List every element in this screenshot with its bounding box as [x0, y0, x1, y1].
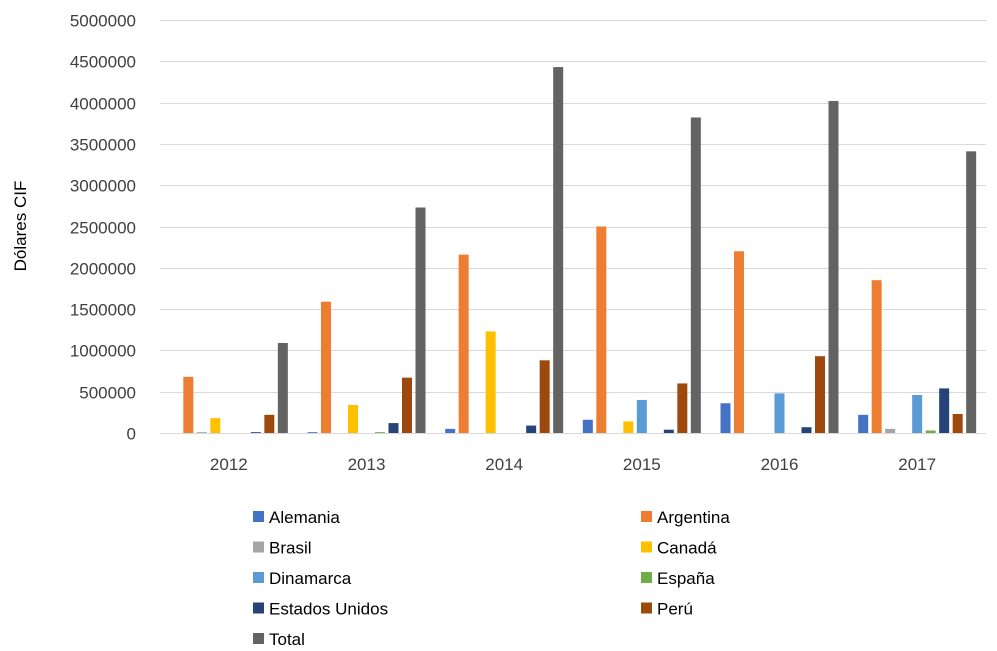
bar-canadá-2013 — [348, 404, 358, 433]
legend-swatch — [253, 572, 264, 583]
bars — [183, 67, 977, 433]
y-tick-label: 2500000 — [70, 219, 136, 238]
legend-swatch — [641, 602, 652, 614]
y-tick-label: 1000000 — [70, 342, 136, 361]
bar-total-2017 — [966, 151, 977, 433]
bar-alemania-2013 — [307, 432, 318, 433]
legend-swatch — [253, 602, 264, 614]
x-tick-label: 2012 — [210, 455, 248, 474]
bar-dinamarca-2016 — [774, 393, 785, 433]
legend-swatch — [641, 541, 652, 553]
bar-españa-2017 — [925, 430, 936, 433]
y-tick-label: 1500000 — [70, 301, 136, 320]
bar-total-2012 — [277, 342, 288, 433]
legend-label: Brasil — [269, 539, 312, 558]
bar-brasil-2012 — [196, 432, 207, 433]
bar-estados-unidos-2014 — [526, 425, 537, 433]
x-tick-label: 2014 — [485, 455, 523, 474]
bar-perú-2017 — [952, 414, 963, 433]
bar-perú-2012 — [264, 414, 275, 433]
x-tick-label: 2015 — [623, 455, 661, 474]
bar-alemania-2014 — [445, 428, 456, 433]
legend-label: Alemania — [269, 508, 340, 527]
bar-alemania-2017 — [858, 414, 869, 433]
bar-canadá-2015 — [623, 421, 634, 433]
legend-swatch — [253, 633, 264, 644]
bar-argentina-2014 — [458, 254, 469, 433]
bar-alemania-2015 — [582, 419, 593, 433]
bar-perú-2016 — [815, 356, 825, 433]
bar-brasil-2017 — [885, 428, 896, 433]
y-tick-label: 3000000 — [70, 177, 136, 196]
bar-perú-2013 — [402, 377, 412, 433]
y-tick-label: 2000000 — [70, 260, 136, 279]
x-tick-label: 2017 — [898, 455, 936, 474]
legend-label: Total — [269, 630, 305, 649]
y-tick-label: 4500000 — [70, 53, 136, 72]
bar-argentina-2015 — [596, 226, 607, 433]
y-tick-label: 500000 — [79, 384, 136, 403]
x-tick-label: 2013 — [348, 455, 386, 474]
legend-swatch — [253, 541, 264, 553]
bar-estados-unidos-2017 — [939, 388, 950, 433]
bar-españa-2013 — [375, 432, 385, 433]
bar-argentina-2017 — [871, 280, 882, 433]
bar-estados-unidos-2015 — [663, 429, 674, 433]
bar-argentina-2016 — [734, 251, 744, 433]
y-axis-title: Dólares CIF — [11, 181, 30, 272]
legend-label: Estados Unidos — [269, 600, 388, 619]
x-tick-label: 2016 — [761, 455, 799, 474]
gridlines — [160, 20, 986, 393]
bar-canadá-2012 — [210, 418, 221, 433]
bar-total-2015 — [690, 117, 701, 433]
bar-argentina-2013 — [321, 301, 331, 433]
legend-swatch — [641, 511, 652, 522]
legend-swatch — [641, 572, 652, 583]
bar-dinamarca-2015 — [636, 399, 647, 433]
y-tick-label: 0 — [127, 425, 136, 444]
legend-label: Dinamarca — [269, 569, 352, 588]
y-tick-label: 4000000 — [70, 95, 136, 114]
legend-label: Argentina — [657, 508, 730, 527]
legend-label: España — [657, 569, 715, 588]
bar-argentina-2012 — [183, 376, 194, 433]
bar-estados-unidos-2013 — [388, 423, 399, 433]
bar-canadá-2014 — [485, 331, 496, 433]
bar-dinamarca-2017 — [912, 395, 923, 433]
bar-perú-2015 — [677, 383, 688, 433]
y-tick-label: 3500000 — [70, 136, 136, 155]
bar-alemania-2016 — [720, 403, 731, 433]
y-tick-label: 5000000 — [70, 12, 136, 31]
bar-estados-unidos-2016 — [801, 427, 812, 433]
bar-perú-2014 — [539, 360, 550, 433]
bar-total-2016 — [828, 100, 839, 433]
legend-swatch — [253, 511, 264, 522]
bar-total-2013 — [415, 207, 426, 433]
legend-label: Perú — [657, 600, 693, 619]
bar-total-2014 — [553, 67, 564, 433]
legend: Alemania Argentina Brasil Canadá Dinamarca Es… — [253, 508, 730, 649]
bar-estados-unidos-2012 — [250, 432, 261, 433]
axes: 0 500000 1000000 1500000 2000000 2500000 30000… — [70, 12, 986, 474]
legend-label: Canadá — [657, 539, 717, 558]
